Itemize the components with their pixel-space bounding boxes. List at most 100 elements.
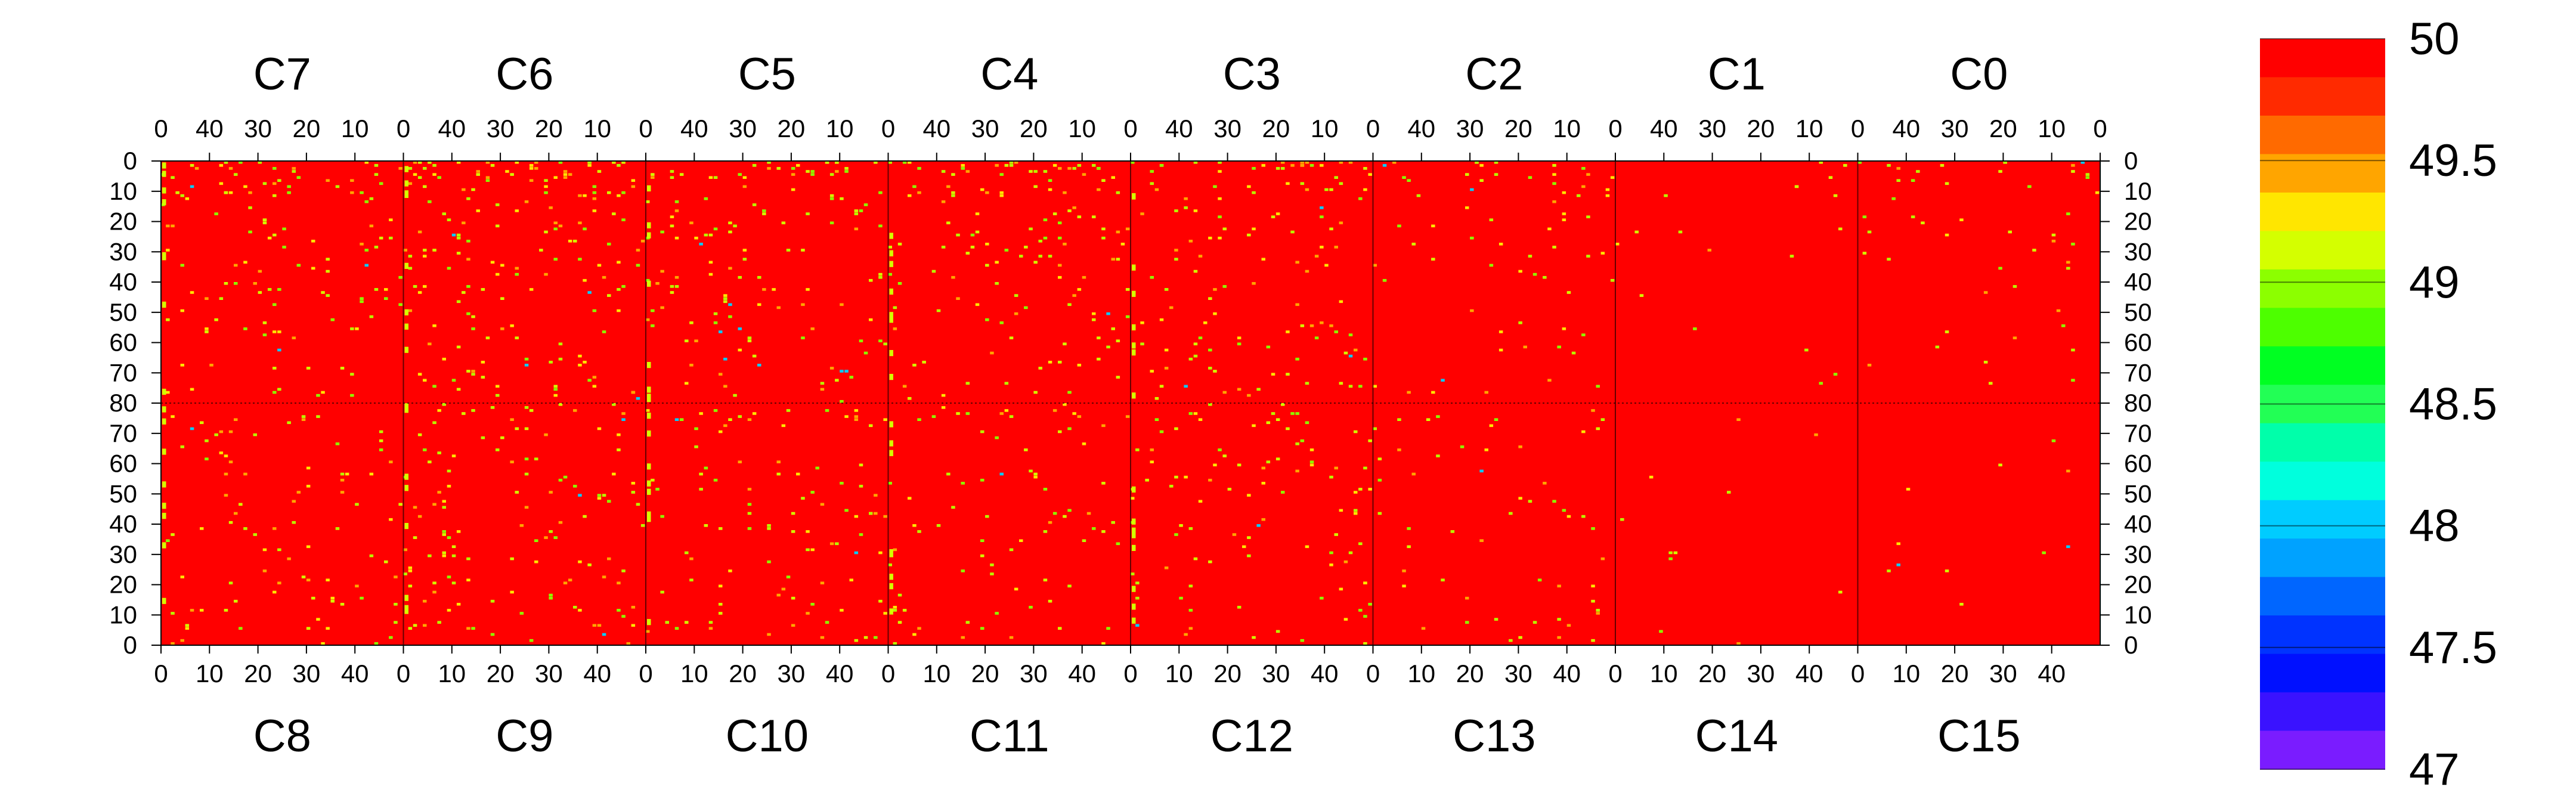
outlier-cell bbox=[544, 230, 548, 234]
outlier-cell bbox=[999, 412, 1004, 415]
right-tick-label: 50 bbox=[2124, 298, 2152, 326]
outlier-cell bbox=[1101, 179, 1106, 182]
outlier-cell bbox=[432, 324, 436, 327]
outlier-cell bbox=[1421, 627, 1426, 630]
outlier-cell bbox=[854, 415, 859, 418]
panel-label-bottom: C13 bbox=[1453, 711, 1535, 761]
colorbar-swatch bbox=[2260, 692, 2385, 732]
outlier-cell bbox=[1998, 170, 2002, 173]
colorbar-swatch bbox=[2260, 308, 2385, 347]
outlier-cell bbox=[384, 288, 388, 291]
outlier-cell bbox=[292, 167, 296, 170]
colorbar-swatch bbox=[2260, 115, 2385, 154]
outlier-cell bbox=[214, 433, 218, 436]
outlier-cell bbox=[1222, 285, 1227, 288]
outlier-cell bbox=[1067, 209, 1072, 212]
outlier-cell bbox=[162, 503, 166, 509]
outlier-cell bbox=[1940, 164, 1945, 167]
outlier-cell bbox=[970, 246, 975, 249]
outlier-cell bbox=[466, 312, 470, 315]
outlier-cell bbox=[496, 394, 500, 397]
outlier-cell bbox=[389, 236, 393, 240]
outlier-cell bbox=[1305, 161, 1309, 164]
outlier-cell bbox=[985, 264, 989, 267]
bottom-tick-label: 0 bbox=[881, 660, 895, 688]
bottom-tick-label: 10 bbox=[438, 660, 466, 688]
outlier-cell bbox=[747, 418, 752, 421]
outlier-cell bbox=[1324, 188, 1329, 191]
outlier-cell bbox=[1281, 491, 1285, 494]
outlier-cell bbox=[287, 421, 291, 425]
outlier-cell bbox=[941, 246, 946, 249]
outlier-cell bbox=[296, 491, 301, 494]
outlier-cell bbox=[1300, 182, 1305, 185]
outlier-cell bbox=[311, 596, 315, 600]
outlier-cell bbox=[1343, 351, 1348, 355]
outlier-cell bbox=[980, 539, 984, 542]
outlier-cell bbox=[829, 367, 834, 370]
outlier-cell bbox=[248, 230, 252, 234]
outlier-cell bbox=[985, 243, 989, 246]
outlier-cell bbox=[1552, 200, 1556, 203]
bottom-tick-label: 30 bbox=[778, 660, 806, 688]
panel-label-top: C6 bbox=[496, 49, 553, 100]
outlier-cell bbox=[1498, 330, 1503, 333]
outlier-cell bbox=[456, 603, 461, 606]
outlier-cell bbox=[563, 176, 568, 179]
outlier-cell bbox=[1363, 615, 1367, 618]
outlier-cell bbox=[1833, 373, 1838, 376]
outlier-cell bbox=[1348, 333, 1353, 336]
outlier-cell bbox=[500, 264, 504, 267]
outlier-cell bbox=[597, 624, 602, 627]
outlier-cell bbox=[647, 394, 651, 400]
outlier-cell bbox=[1043, 578, 1048, 581]
outlier-cell bbox=[1193, 161, 1198, 164]
outlier-cell bbox=[791, 188, 795, 191]
outlier-cell bbox=[1033, 475, 1038, 479]
outlier-cell bbox=[234, 282, 238, 285]
outlier-cell bbox=[417, 161, 422, 164]
outlier-cell bbox=[893, 548, 897, 552]
outlier-cell bbox=[825, 621, 829, 624]
outlier-cell bbox=[587, 291, 592, 294]
outlier-cell bbox=[647, 362, 651, 369]
outlier-cell bbox=[360, 297, 364, 300]
outlier-cell bbox=[889, 551, 893, 558]
outlier-cell bbox=[1193, 270, 1198, 273]
outlier-cell bbox=[878, 224, 883, 228]
outlier-cell bbox=[592, 376, 597, 379]
outlier-cell bbox=[1252, 282, 1256, 285]
outlier-cell bbox=[1058, 275, 1062, 279]
outlier-cell bbox=[975, 230, 980, 234]
bottom-tick-label: 30 bbox=[535, 660, 563, 688]
outlier-cell bbox=[2032, 249, 2036, 252]
outlier-cell bbox=[578, 609, 582, 612]
outlier-cell bbox=[408, 309, 413, 312]
outlier-cell bbox=[2051, 233, 2056, 237]
outlier-cell bbox=[791, 167, 795, 170]
panel-label-bottom: C11 bbox=[970, 711, 1049, 761]
outlier-cell bbox=[2080, 161, 2085, 164]
outlier-cell bbox=[355, 503, 359, 506]
outlier-cell bbox=[1275, 457, 1280, 460]
outlier-cell bbox=[485, 176, 490, 179]
outlier-cell bbox=[1179, 524, 1183, 527]
outlier-cell bbox=[185, 627, 190, 630]
outlier-cell bbox=[568, 240, 572, 243]
outlier-cell bbox=[355, 327, 359, 330]
outlier-cell bbox=[1086, 512, 1091, 515]
outlier-cell bbox=[292, 170, 296, 173]
outlier-cell bbox=[810, 173, 815, 176]
outlier-cell bbox=[1596, 612, 1600, 615]
outlier-cell bbox=[423, 285, 427, 288]
outlier-cell bbox=[364, 200, 369, 203]
outlier-cell bbox=[1159, 318, 1164, 321]
bottom-tick-label: 40 bbox=[1553, 660, 1581, 688]
outlier-cell bbox=[428, 200, 432, 203]
outlier-cell bbox=[1019, 539, 1023, 542]
outlier-cell bbox=[573, 485, 577, 488]
outlier-cell bbox=[1252, 167, 1256, 170]
outlier-cell bbox=[1552, 246, 1556, 249]
outlier-cell bbox=[379, 448, 383, 451]
outlier-cell bbox=[917, 530, 921, 533]
